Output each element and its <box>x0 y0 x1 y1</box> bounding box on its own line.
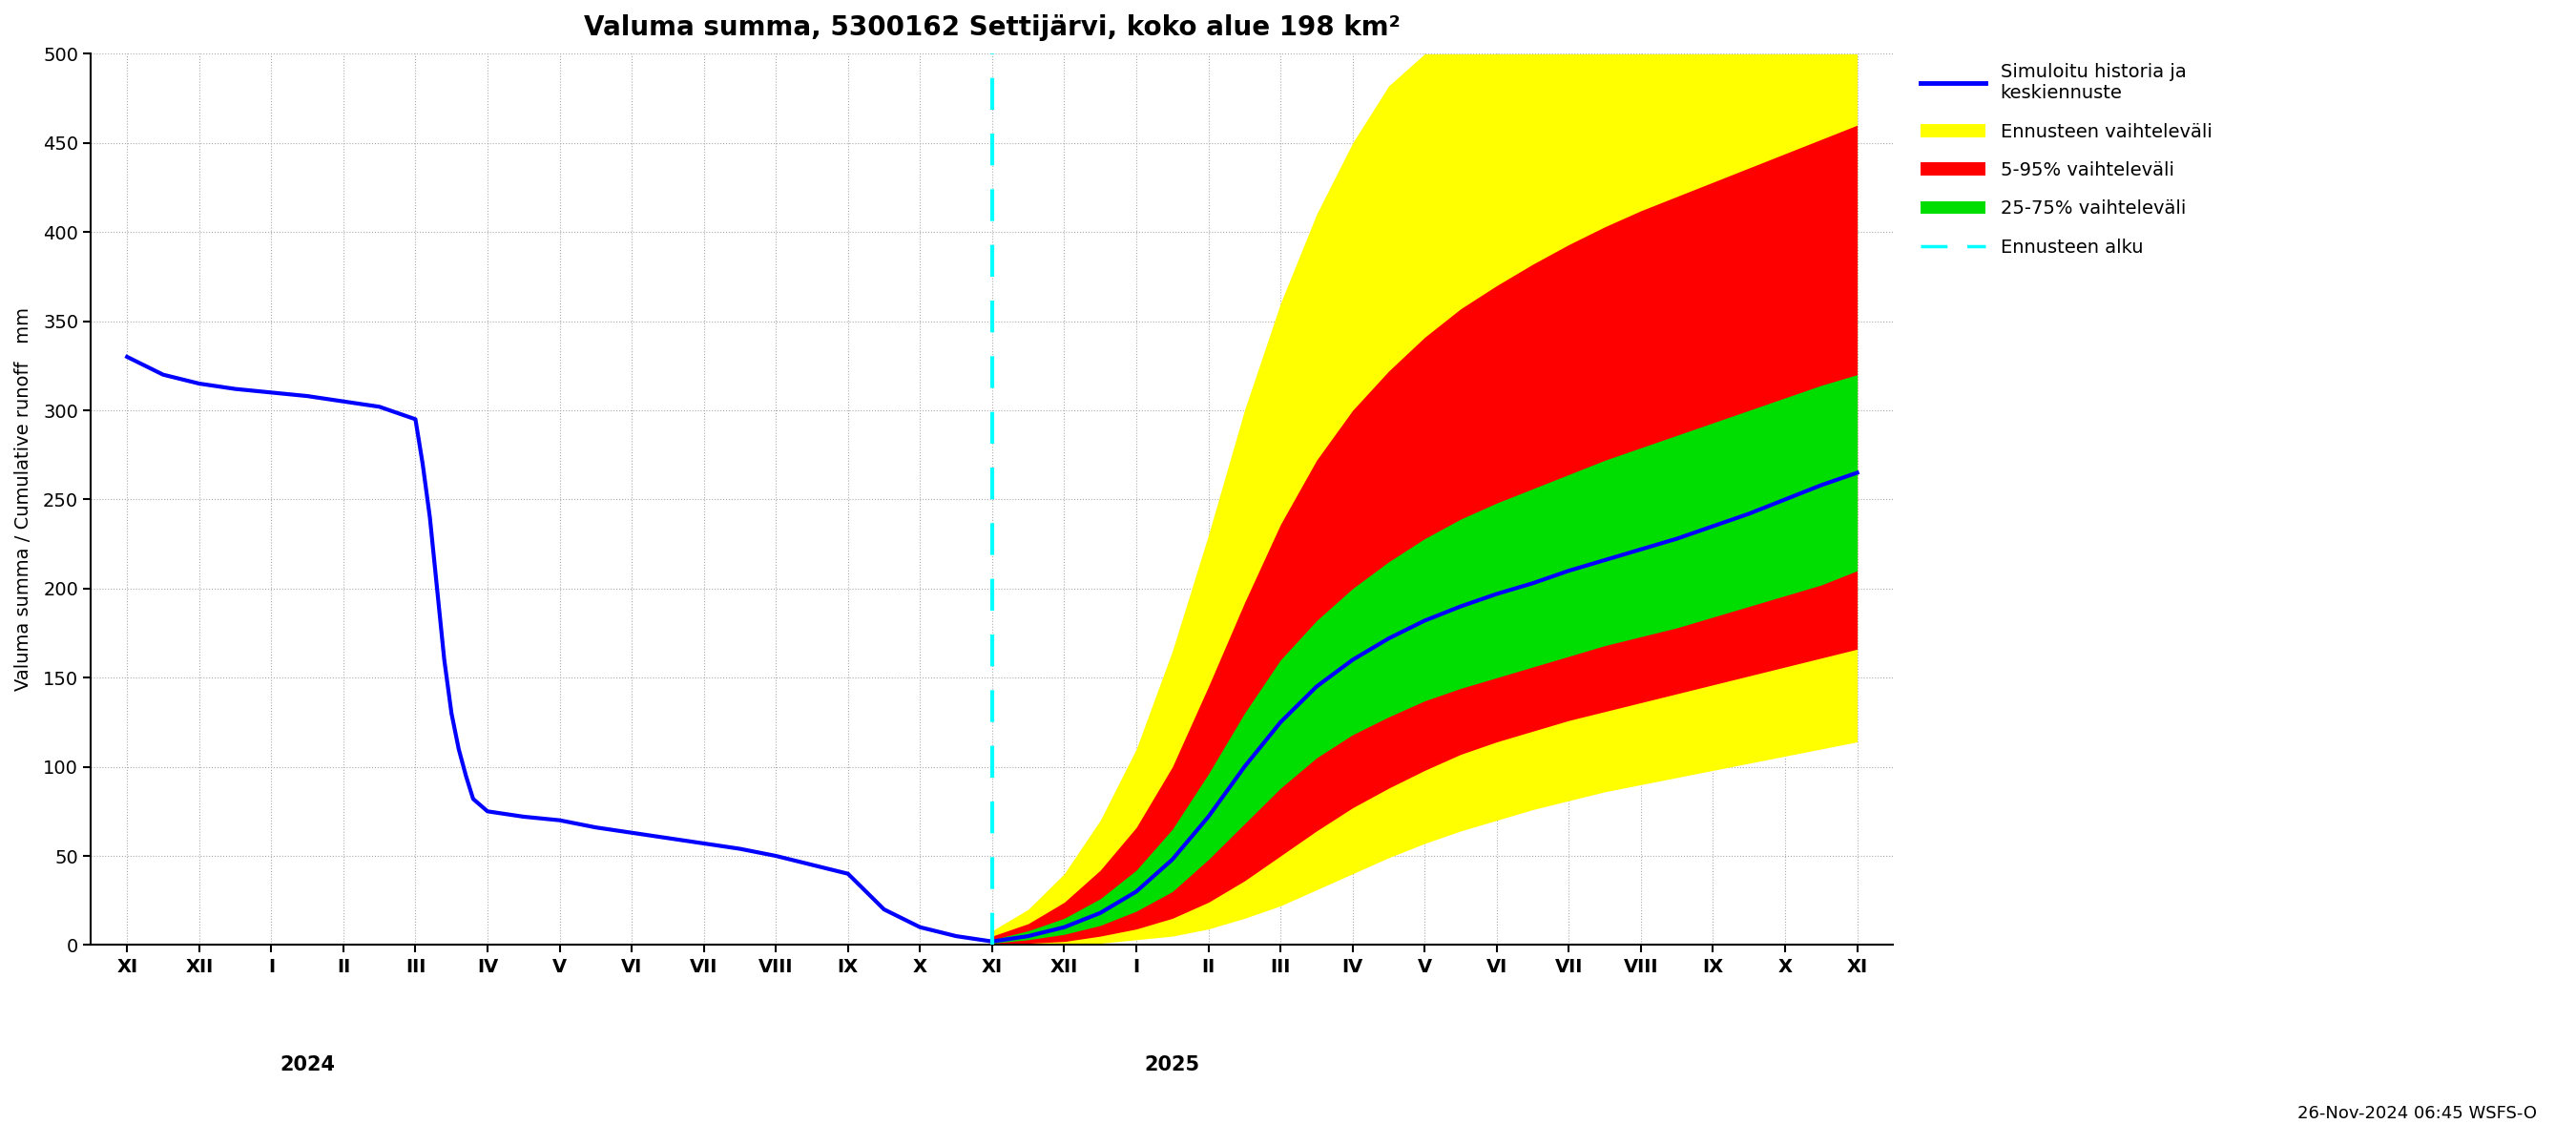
Legend: Simuloitu historia ja
keskiennuste, Ennusteen vaihteleväli, 5-95% vaihteleväli, : Simuloitu historia ja keskiennuste, Ennu… <box>1922 63 2213 256</box>
Text: 26-Nov-2024 06:45 WSFS-O: 26-Nov-2024 06:45 WSFS-O <box>2298 1105 2537 1122</box>
Text: 2024: 2024 <box>281 1056 335 1075</box>
Y-axis label: Valuma summa / Cumulative runoff   mm: Valuma summa / Cumulative runoff mm <box>15 308 33 692</box>
Text: 2025: 2025 <box>1144 1056 1200 1075</box>
Title: Valuma summa, 5300162 Settijärvi, koko alue 198 km²: Valuma summa, 5300162 Settijärvi, koko a… <box>585 14 1401 41</box>
